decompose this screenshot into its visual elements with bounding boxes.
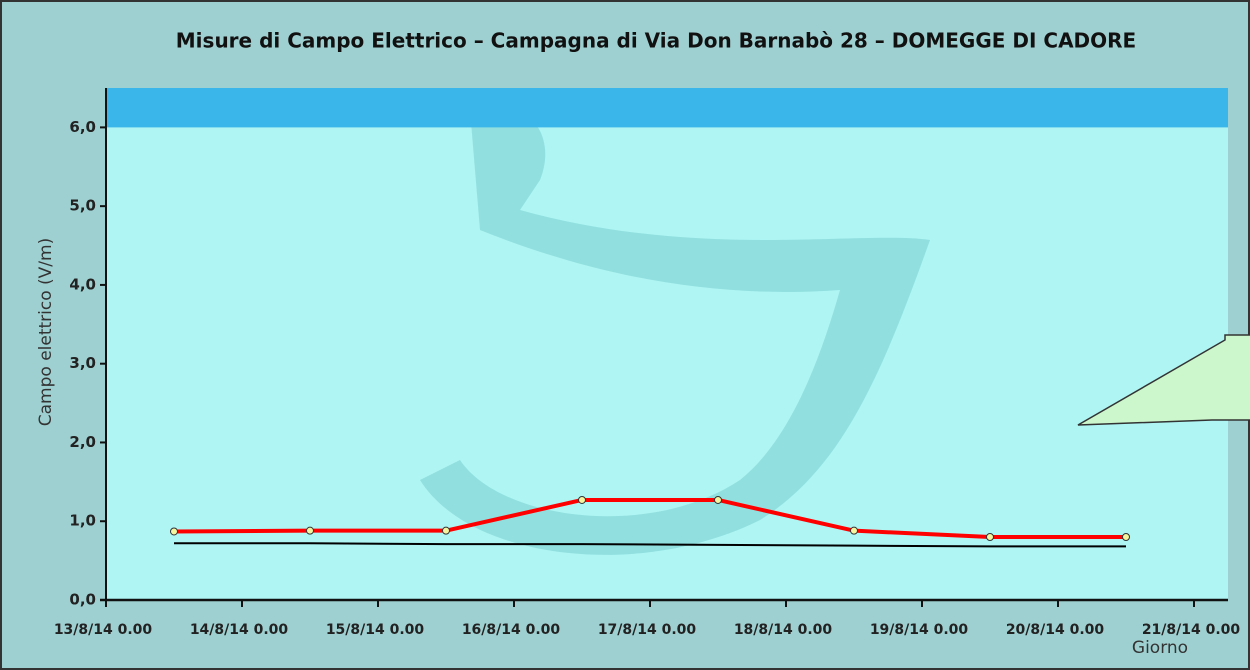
callout (1077, 334, 1250, 426)
data-point (714, 495, 722, 504)
x-tick-label: 18/8/14 0.00 (734, 622, 833, 638)
data-point (170, 527, 178, 536)
x-tick-label: 13/8/14 0.00 (54, 622, 153, 638)
chart-title: Misure di Campo Elettrico – Campagna di … (176, 29, 1136, 53)
y-tick-label: 1,0 (69, 512, 96, 530)
data-point (850, 526, 858, 535)
data-point (578, 495, 586, 504)
data-point (306, 526, 314, 535)
plot-area (106, 88, 1228, 600)
data-point (442, 526, 450, 535)
x-tick-label: 16/8/14 0.00 (462, 622, 561, 638)
limit-band (106, 88, 1228, 128)
y-tick-label: 5,0 (69, 197, 96, 215)
y-tick-label: 3,0 (69, 354, 96, 372)
x-tick-label: 14/8/14 0.00 (190, 622, 289, 638)
x-tick-label: 17/8/14 0.00 (598, 622, 697, 638)
y-tick-label: 2,0 (69, 433, 96, 451)
series-line (174, 542, 1126, 548)
x-tick-label: 15/8/14 0.00 (326, 622, 425, 638)
y-tick-label: 6,0 (69, 118, 96, 136)
y-tick-label: 4,0 (69, 275, 96, 293)
x-tick-label: 21/8/14 0.00 (1142, 622, 1241, 638)
data-point (986, 532, 994, 541)
data-point (1122, 532, 1130, 541)
x-tick-label: 20/8/14 0.00 (1006, 622, 1105, 638)
y-axis-label: Campo elettrico (V/m) (36, 238, 56, 426)
y-tick-label: 0,0 (69, 591, 96, 609)
x-axis-label: Giorno (1132, 638, 1188, 658)
x-tick-label: 19/8/14 0.00 (870, 622, 969, 638)
series-line (173, 497, 1126, 539)
watermark (420, 104, 930, 555)
